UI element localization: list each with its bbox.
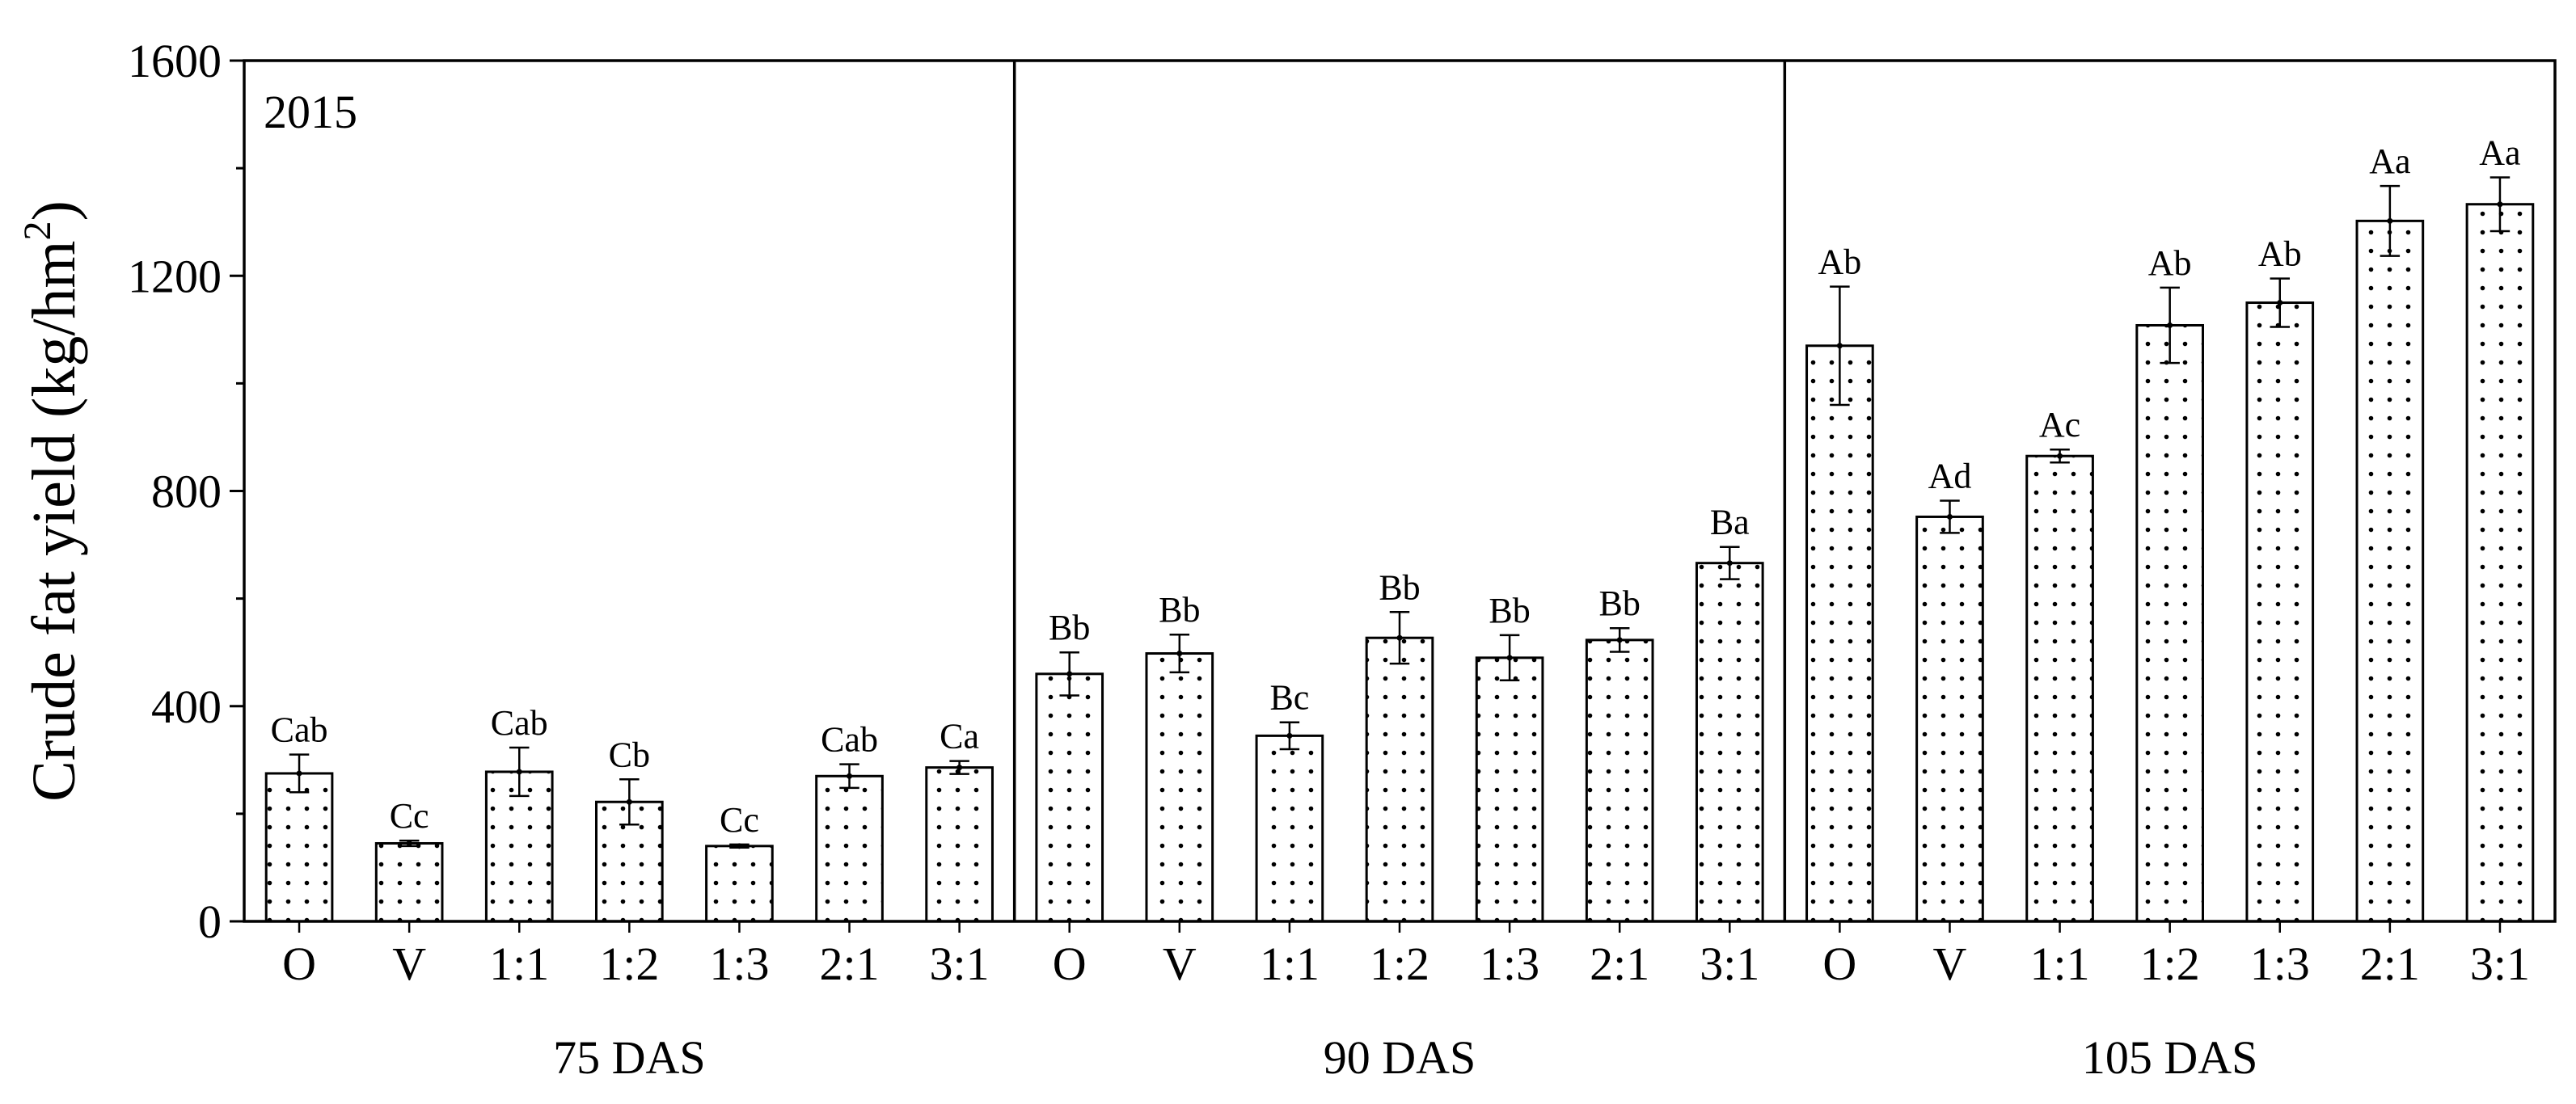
bar-significance-label: Cab	[821, 720, 878, 760]
bar-significance-label: Bb	[1489, 591, 1530, 630]
mean-marker	[2277, 300, 2283, 306]
bar	[2135, 323, 2204, 923]
bar-significance-label: Ca	[940, 717, 979, 756]
x-tick-label: 1:3	[1480, 938, 1539, 990]
bar-significance-label: Ab	[2148, 243, 2192, 283]
bar-significance-label: Bb	[1379, 567, 1420, 607]
bar	[2465, 203, 2535, 923]
mean-marker	[2497, 201, 2503, 208]
mean-marker	[956, 765, 963, 771]
mean-marker	[736, 843, 742, 849]
mean-marker	[1286, 732, 1293, 739]
y-tick-label: 400	[151, 681, 222, 733]
x-tick-label: 2:1	[1590, 938, 1649, 990]
bar	[925, 766, 994, 923]
y-axis-title-main: Crude fat yield (kg/hm	[20, 240, 88, 801]
bar	[264, 772, 334, 923]
mean-marker	[1396, 634, 1403, 641]
x-axis: O V 1:1 1:2 1:3 2:1 3:1 75 DAS O V 1:1 1:2 1:3 2:1 3:1…	[282, 921, 2530, 1084]
mean-marker	[2387, 217, 2393, 224]
mean-marker	[1176, 651, 1183, 657]
bar	[1585, 638, 1654, 923]
x-tick-label: 1:3	[2250, 938, 2310, 990]
x-tick-label: 3:1	[930, 938, 990, 990]
bar	[815, 774, 884, 923]
y-tick-label: 800	[151, 466, 222, 518]
bar-significance-label: Ac	[2039, 405, 2080, 445]
bar-significance-label: Bc	[1269, 678, 1309, 718]
x-tick-label: 1:1	[2030, 938, 2090, 990]
mean-marker	[406, 840, 412, 846]
bar	[1365, 636, 1434, 923]
mean-marker	[1066, 671, 1073, 677]
mean-marker	[847, 773, 853, 779]
y-tick-label: 1600	[128, 35, 222, 87]
x-tick-label: 1:1	[489, 938, 549, 990]
bar-significance-label: Cc	[720, 800, 759, 840]
bar-significance-label: Ad	[1928, 456, 1972, 495]
bar	[1255, 734, 1324, 923]
bar	[1145, 652, 1214, 923]
x-group-label: 90 DAS	[1324, 1031, 1476, 1084]
bar-significance-label: Ab	[1818, 242, 1861, 282]
x-tick-label: 1:2	[599, 938, 659, 990]
x-tick-label: V	[392, 938, 426, 990]
y-axis: 0 400 800 1200 1600	[128, 35, 244, 948]
bar	[2025, 454, 2094, 923]
y-axis-title-close: )	[20, 200, 88, 221]
bar-significance-label: Bb	[1049, 608, 1090, 647]
x-tick-label: 3:1	[2470, 938, 2530, 990]
x-tick-label: O	[282, 938, 316, 990]
y-axis-title: Crude fat yield (kg/hm2)	[16, 200, 88, 802]
bar-significance-label: Ba	[1710, 503, 1750, 542]
bar-significance-label: Bb	[1159, 590, 1200, 630]
bar	[705, 845, 774, 923]
bar-significance-label: Bb	[1599, 584, 1641, 623]
mean-marker	[1506, 655, 1513, 661]
bar	[374, 841, 444, 923]
bar	[1035, 672, 1104, 923]
bar-significance-label: Aa	[2479, 133, 2520, 172]
x-tick-label: 3:1	[1700, 938, 1759, 990]
mean-marker	[626, 799, 632, 805]
y-tick-label: 0	[198, 895, 222, 948]
bars-layer: Cab Cc Cab Cb Cc Cab Ca Bb Bb Bc Bb Bb Bb Ba Ab Ad Ac Ab A…	[264, 133, 2535, 923]
mean-marker	[1726, 560, 1733, 567]
bar	[1805, 344, 1874, 923]
x-tick-label: 1:3	[709, 938, 769, 990]
x-tick-label: V	[1163, 938, 1197, 990]
bar	[1475, 656, 1544, 923]
y-tick-label: 1200	[128, 250, 222, 302]
x-tick-label: 2:1	[2360, 938, 2420, 990]
bar-significance-label: Cc	[390, 796, 429, 836]
mean-marker	[1616, 637, 1623, 643]
x-tick-label: V	[1933, 938, 1967, 990]
bar-significance-label: Cab	[491, 703, 548, 743]
mean-marker	[1946, 513, 1953, 520]
mean-marker	[1836, 343, 1843, 349]
bar	[1695, 562, 1764, 923]
x-tick-label: O	[1053, 938, 1087, 990]
x-tick-label: 1:1	[1260, 938, 1320, 990]
mean-marker	[296, 770, 302, 777]
bar-significance-label: Cab	[271, 710, 328, 750]
x-group-label: 75 DAS	[553, 1031, 706, 1084]
x-tick-label: 1:2	[1370, 938, 1429, 990]
bar	[1915, 515, 1984, 923]
bar	[2355, 219, 2425, 923]
x-group-label: 105 DAS	[2082, 1031, 2258, 1084]
x-tick-label: O	[1822, 938, 1856, 990]
panel-year-label: 2015	[264, 86, 357, 138]
x-tick-label: 2:1	[819, 938, 879, 990]
y-axis-title-sup: 2	[16, 221, 59, 240]
bar-significance-label: Cb	[609, 735, 650, 774]
mean-marker	[516, 769, 522, 775]
bar	[2245, 301, 2315, 923]
mean-marker	[2057, 453, 2063, 459]
bar-significance-label: Aa	[2369, 141, 2410, 181]
bar-significance-label: Ab	[2258, 234, 2302, 274]
mean-marker	[2167, 322, 2173, 328]
x-tick-label: 1:2	[2140, 938, 2200, 990]
